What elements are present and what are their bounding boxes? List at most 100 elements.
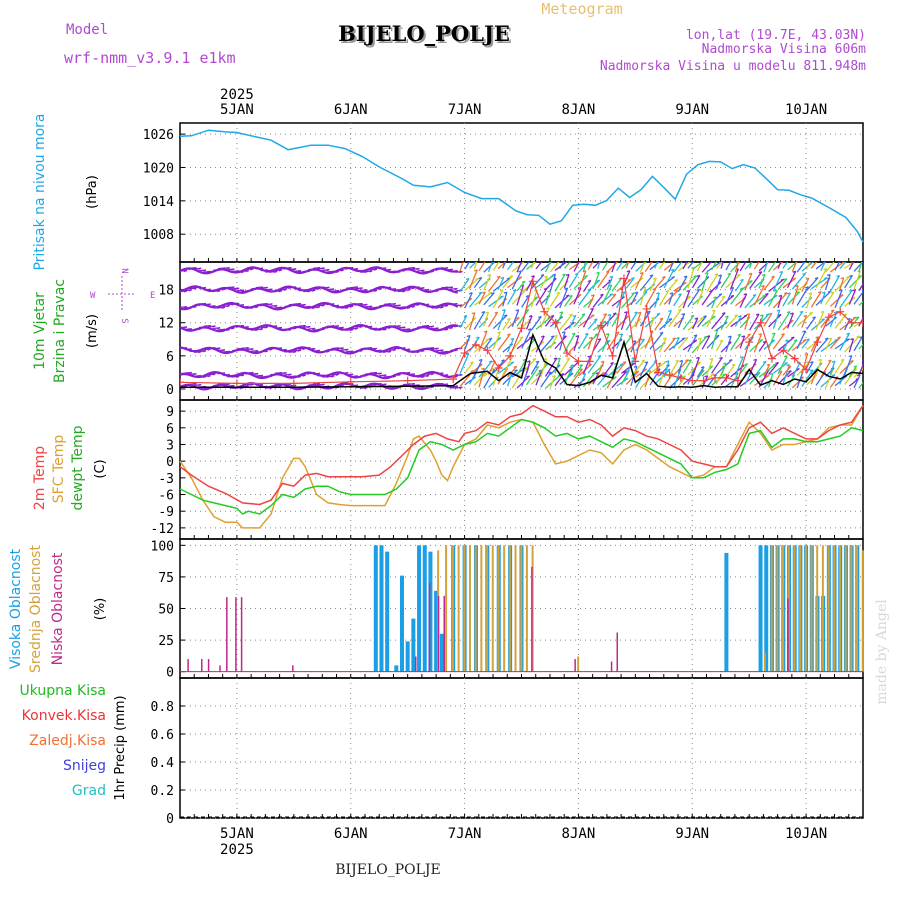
wind-arrow [507, 365, 518, 378]
wind-arrow-head [397, 304, 401, 307]
wind-arrow-head [665, 360, 670, 363]
wind-arrow-head [790, 336, 795, 339]
gust-marker [585, 357, 594, 366]
wind-arrow-head [264, 286, 268, 290]
wind-arrow-head [212, 373, 216, 376]
wind-arrow-head [288, 267, 292, 270]
wind-arrow-head [696, 288, 700, 292]
wind-arrow [829, 275, 841, 292]
wind-arrow-head [584, 332, 589, 336]
temp-unit: (C) [93, 459, 108, 478]
wind-arrow-head [759, 338, 763, 342]
wind-arrow-head [459, 304, 463, 307]
wind-arrow [625, 262, 630, 269]
wind-arrow-head [534, 296, 538, 299]
wind-arrow [687, 368, 695, 385]
wind-arrow-head [741, 335, 745, 338]
wind-arrow [858, 262, 863, 273]
wind-arrow [715, 262, 724, 269]
wind-arrow-head [834, 338, 838, 341]
wind-arrow-head [595, 372, 599, 375]
wind-arrow-head [494, 311, 498, 314]
wind-arrow [810, 262, 818, 269]
wind-arrow-head [188, 371, 192, 375]
wind-arrow-head [499, 289, 504, 292]
wind-arrow-head [411, 305, 416, 308]
wind-arrow [806, 361, 814, 374]
cloud-low-bar [235, 597, 237, 672]
wind-arrow-head [378, 306, 382, 309]
wind-arrow-head [693, 334, 698, 337]
wind-arrow-head [711, 309, 716, 312]
wind-arrow-head [368, 270, 373, 273]
wind-arrow-head [787, 365, 792, 368]
wind-arrow-head [737, 273, 741, 277]
cloud-mid-bar [833, 545, 836, 672]
cloud-mid-bar [850, 545, 853, 672]
wind-arrow-head [188, 348, 192, 351]
wind-arrow-head [515, 309, 519, 312]
wind-arrow-head [715, 258, 718, 259]
cloud-mid-bar [468, 545, 471, 672]
wind-arrow-head [474, 269, 478, 272]
wind-arrow-head [430, 347, 435, 350]
wind-arrow-head [250, 371, 254, 375]
wind-arrow-head [297, 375, 302, 378]
wind-arrow-head [700, 366, 705, 369]
wind-arrow [725, 335, 732, 353]
wind-arrow-head [500, 276, 505, 279]
wind-arrow [692, 275, 701, 288]
wind-arrow [568, 273, 579, 288]
wind-arrow [644, 288, 657, 308]
cloud-mid-bar [503, 545, 506, 672]
wind-arrow-head [425, 288, 430, 292]
wind-arrow-head [788, 370, 792, 373]
wind-arrow [469, 262, 477, 269]
wind-arrow [668, 262, 675, 273]
wind-arrow-head [846, 338, 850, 341]
wind-arrow-head [569, 294, 573, 298]
wind-arrow-head [235, 287, 240, 290]
wind-arrow [644, 262, 653, 272]
wind-arrow-head [510, 337, 514, 341]
cloud-mid-bar [508, 545, 511, 672]
wind-arrow-head [525, 295, 530, 298]
wind-arrow-head [772, 363, 776, 366]
gust-marker [859, 318, 863, 327]
wind-arrow [473, 359, 483, 377]
wind-arrow-head [793, 339, 798, 342]
cloud-low-bar [226, 597, 228, 672]
wind-arrow [734, 315, 742, 327]
wind-arrow-head [563, 257, 566, 258]
wind-arrow [483, 311, 490, 327]
wind-arrow [535, 288, 548, 306]
wind-arrow [782, 319, 794, 331]
wind-arrow [682, 315, 695, 331]
wind-arrow-head [786, 311, 791, 314]
wind-arrow-head [278, 347, 283, 350]
wind-arrow [497, 361, 515, 375]
wind-arrow-head [198, 267, 202, 270]
wind-arrow-head [550, 274, 554, 278]
wind-arrow-head [531, 275, 535, 278]
wind-arrow-head [297, 287, 302, 290]
wind-arrow [834, 359, 845, 374]
wind-arrow [848, 365, 858, 378]
wind-arrow [549, 316, 564, 328]
wind-arrow-head [269, 288, 273, 291]
wind-arrow [772, 271, 784, 292]
cloud-mid-bar [520, 545, 523, 672]
wind-arrow-head [855, 259, 858, 260]
wind-arrow [563, 274, 570, 289]
wind-arrow-head [519, 336, 524, 339]
y-tick-label: 50 [158, 603, 174, 618]
pressure-line [179, 129, 864, 243]
wind-arrow-head [392, 288, 397, 291]
wind-arrow [620, 292, 636, 309]
wind-arrow-head [781, 255, 784, 256]
wind-arrow-head [302, 324, 306, 328]
wind-arrow-head [198, 286, 202, 289]
wind-arrow-head [853, 365, 857, 368]
wind-arrow-head [297, 349, 302, 352]
wind-arrow-head [193, 350, 197, 353]
